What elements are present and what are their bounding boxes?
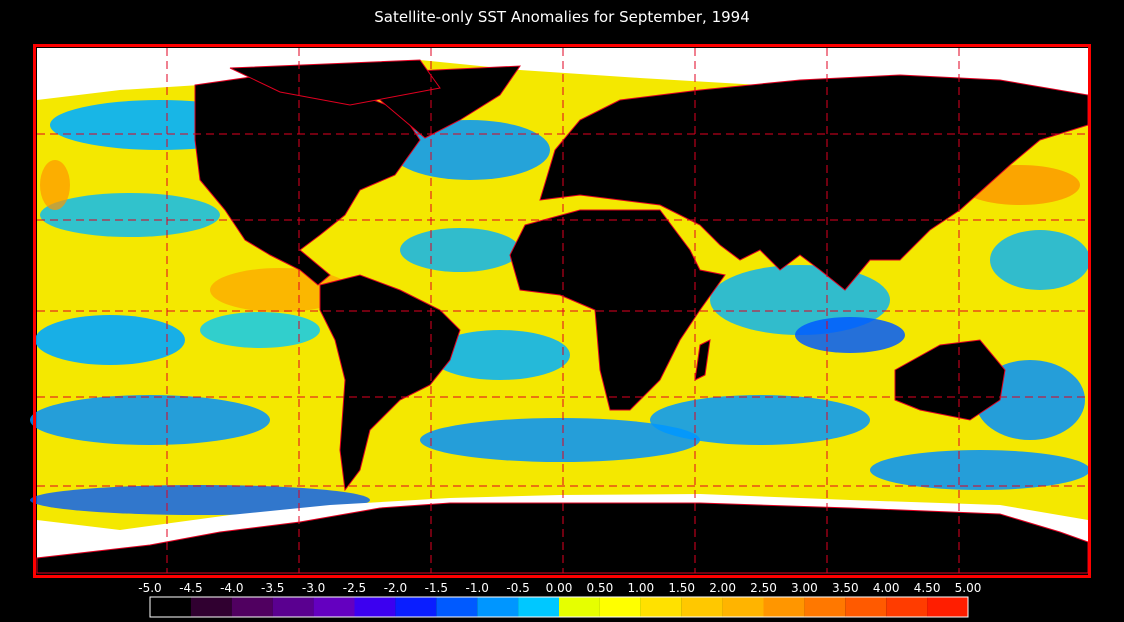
colorbar-label: 0.00 <box>546 581 573 595</box>
anomaly-patches <box>30 100 1090 515</box>
colorbar-swatch <box>845 597 887 617</box>
colorbar-label: -3.5 <box>261 581 284 595</box>
colorbar-label: -1.5 <box>425 581 448 595</box>
colorbar-label: 1.00 <box>627 581 654 595</box>
continents <box>36 59 1089 574</box>
eurasia <box>539 74 1089 291</box>
colorbar-label: 4.00 <box>873 581 900 595</box>
colorbar-swatch <box>886 597 928 617</box>
colorbar-swatch <box>190 597 232 617</box>
colorbar-swatch <box>313 597 355 617</box>
arctic-islands <box>229 59 441 106</box>
colorbar-label: -1.0 <box>465 581 488 595</box>
colorbar-label: -4.0 <box>220 581 243 595</box>
colorbar-swatch <box>763 597 805 617</box>
colorbar-label: 3.50 <box>832 581 859 595</box>
colorbar-swatch <box>559 597 600 617</box>
colorbar-label: 2.50 <box>750 581 777 595</box>
colorbar-label: 2.00 <box>709 581 736 595</box>
africa <box>509 209 726 411</box>
colorbar-swatch <box>272 597 314 617</box>
colorbar-swatch <box>518 597 559 617</box>
colorbar-label: 0.50 <box>587 581 614 595</box>
colorbar-label: -3.0 <box>302 581 325 595</box>
graticule <box>37 48 1088 573</box>
map-frame <box>33 44 1091 578</box>
colorbar-swatch <box>722 597 764 617</box>
south-america <box>319 274 461 492</box>
colorbar-label: -5.0 <box>138 581 161 595</box>
colorbar-label: 3.00 <box>791 581 818 595</box>
colorbar-swatch <box>927 597 968 617</box>
colorbar-swatch <box>150 597 191 617</box>
colorbar-swatch <box>599 597 641 617</box>
colorbar-swatch <box>231 597 273 617</box>
colorbar-label: 5.00 <box>955 581 982 595</box>
colorbar-label: 1.50 <box>668 581 695 595</box>
colorbar-label: -2.5 <box>343 581 366 595</box>
colorbar: -5.0 -4.5 -4.0 -3.5 -3.0 -2.5 -2.0 -1.5 -1.0 -0.5… <box>138 581 982 618</box>
title: Satellite-only SST Anomalies for Septemb… <box>374 8 750 26</box>
colorbar-swatch <box>681 597 723 617</box>
antarctica <box>36 502 1089 574</box>
colorbar-swatch <box>354 597 396 617</box>
australia <box>894 339 1006 421</box>
colorbar-label: -2.0 <box>384 581 407 595</box>
colorbar-swatch <box>395 597 437 617</box>
colorbar-label: 4.50 <box>914 581 941 595</box>
colorbar-frame <box>149 596 969 618</box>
colorbar-swatch <box>436 597 478 617</box>
colorbar-swatch <box>804 597 846 617</box>
madagascar <box>694 339 711 381</box>
colorbar-swatch <box>477 597 519 617</box>
colorbar-swatch <box>640 597 682 617</box>
map <box>30 44 1091 578</box>
colorbar-label: -4.5 <box>179 581 202 595</box>
colorbar-label: -0.5 <box>506 581 529 595</box>
